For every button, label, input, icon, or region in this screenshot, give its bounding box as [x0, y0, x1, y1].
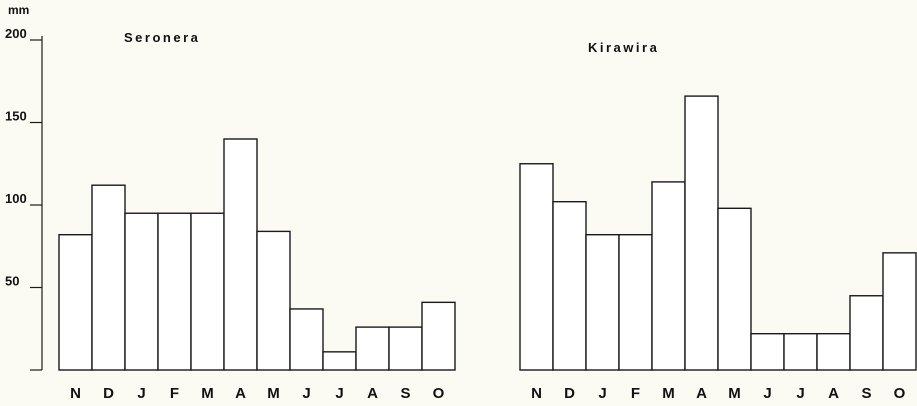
y-tick-label-200: 200	[5, 26, 27, 41]
seronera-chart: Seronera N D J F M A M J J A S O	[58, 30, 456, 402]
seronera-bar-5-m	[190, 212, 225, 371]
seronera-bar-12-o	[421, 301, 456, 371]
seronera-month-label-12: O	[433, 385, 445, 402]
kirawira-month-label-10: A	[828, 385, 839, 402]
kirawira-month-label-1: N	[531, 385, 542, 402]
seronera-month-label-10: A	[367, 385, 378, 402]
seronera-bar-9-j	[322, 351, 357, 371]
kirawira-bar-11-s	[849, 295, 884, 371]
kirawira-bars	[519, 95, 917, 371]
seronera-bar-4-f	[157, 212, 192, 371]
y-tick-label-100: 100	[5, 191, 27, 206]
kirawira-month-label-12: O	[894, 385, 906, 402]
kirawira-bar-9-j	[783, 333, 818, 371]
kirawira-month-label-5: M	[662, 385, 675, 402]
kirawira-bar-2-d	[552, 200, 587, 371]
seronera-month-label-6: A	[235, 385, 246, 402]
seronera-month-label-1: N	[70, 385, 81, 402]
seronera-bar-3-j	[124, 212, 159, 371]
kirawira-month-label-2: D	[564, 385, 575, 402]
kirawira-bar-7-m	[717, 207, 752, 371]
seronera-month-label-11: S	[400, 385, 410, 402]
seronera-month-label-9: J	[335, 385, 343, 402]
seronera-bar-11-s	[388, 326, 423, 371]
seronera-month-label-3: J	[137, 385, 145, 402]
kirawira-bar-1-n	[519, 163, 554, 371]
chart-title-kirawira: Kirawira	[588, 40, 659, 55]
kirawira-month-label-9: J	[796, 385, 804, 402]
y-axis-unit-label: mm	[8, 3, 29, 17]
y-ticks: 200 150 100 50	[5, 26, 42, 371]
kirawira-bar-6-a	[684, 95, 719, 371]
kirawira-chart: Kirawira N D J F M A M J J A S O	[519, 40, 917, 402]
y-tick-label-150: 150	[5, 109, 27, 124]
chart-title-seronera: Seronera	[124, 30, 200, 45]
kirawira-bar-4-f	[618, 233, 653, 371]
seronera-bar-6-a	[223, 138, 258, 371]
y-axis: mm 200 150 100 50	[5, 3, 43, 371]
seronera-bar-1-n	[58, 233, 93, 371]
seronera-month-label-8: J	[302, 385, 310, 402]
seronera-month-label-5: M	[201, 385, 214, 402]
kirawira-bar-8-j	[750, 333, 785, 371]
seronera-bar-2-d	[91, 184, 126, 371]
kirawira-month-label-11: S	[861, 385, 871, 402]
kirawira-month-label-3: J	[598, 385, 606, 402]
kirawira-bar-5-m	[651, 181, 686, 371]
kirawira-month-label-4: F	[631, 385, 640, 402]
seronera-bars	[58, 138, 456, 371]
kirawira-bar-3-j	[585, 233, 620, 371]
kirawira-month-label-7: M	[728, 385, 741, 402]
seronera-bar-7-m	[256, 230, 291, 371]
seronera-month-label-2: D	[103, 385, 114, 402]
seronera-month-label-7: M	[267, 385, 280, 402]
y-tick-label-50: 50	[5, 274, 19, 289]
kirawira-bar-10-a	[816, 333, 851, 371]
seronera-bar-10-a	[355, 326, 390, 371]
seronera-month-label-4: F	[170, 385, 179, 402]
seronera-bar-8-j	[289, 308, 324, 371]
kirawira-month-label-8: J	[763, 385, 771, 402]
kirawira-bar-12-o	[882, 252, 917, 371]
kirawira-month-label-6: A	[696, 385, 707, 402]
